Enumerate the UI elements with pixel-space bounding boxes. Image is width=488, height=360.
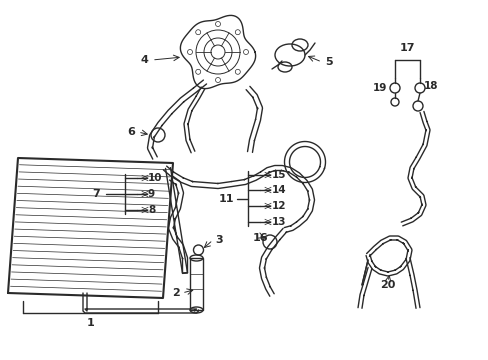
Text: 13: 13 [271,217,286,227]
Text: 20: 20 [380,280,395,290]
Bar [190,258,203,310]
Text: 8: 8 [148,205,155,215]
Text: 12: 12 [271,201,286,211]
Text: 11: 11 [218,194,234,203]
Text: 18: 18 [423,81,438,91]
Text: 15: 15 [271,170,286,180]
Text: 1: 1 [86,318,94,328]
Text: 14: 14 [271,185,286,195]
Text: 6: 6 [127,127,135,137]
Text: 9: 9 [148,189,155,199]
Text: 3: 3 [215,235,222,245]
Text: 19: 19 [372,83,386,93]
Text: 10: 10 [148,173,162,183]
Text: 5: 5 [325,57,332,67]
Text: 4: 4 [140,55,148,65]
Text: 7: 7 [92,189,100,199]
Text: 2: 2 [172,288,180,298]
Text: 17: 17 [399,43,414,53]
Text: 16: 16 [252,233,267,243]
